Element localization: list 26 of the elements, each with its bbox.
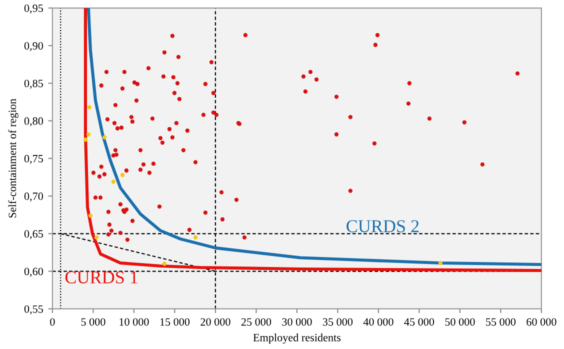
y-tick-label: 0,65 (24, 230, 43, 240)
y-tick-label: 0,95 (24, 4, 43, 14)
x-tick-label: 15 000 (160, 318, 190, 326)
x-tick-label: 20 000 (200, 318, 230, 326)
x-tick-label: 55 000 (486, 318, 516, 326)
x-tick-label: 35 000 (322, 318, 353, 326)
y-tick-label: 0,55 (24, 305, 43, 314)
x-tick-label: 45 000 (404, 318, 434, 326)
x-tick-label: 10 000 (120, 318, 149, 326)
series-label: CURDS 1 (65, 271, 138, 284)
x-tick-label: 5 000 (81, 318, 106, 326)
x-tick-label: 30 000 (282, 318, 312, 326)
x-axis-title: Employed residents (253, 334, 341, 344)
y-tick-label: 0,80 (24, 117, 43, 126)
x-tick-label: 60 000 (526, 318, 556, 326)
x-tick-label: 0 (50, 318, 55, 326)
series-label: CURDS 2 (346, 220, 419, 232)
y-tick-label: 0,90 (24, 42, 43, 52)
y-tick-label: 0,75 (24, 154, 43, 164)
y-tick-label: 0,60 (24, 268, 43, 277)
y-tick-label: 0,85 (24, 80, 43, 89)
x-tick-label: 25 000 (241, 318, 272, 326)
x-tick-label: 50 000 (445, 318, 475, 326)
y-tick-label: 0,70 (24, 192, 43, 202)
y-axis-title: Self-containment of region (8, 98, 18, 218)
x-tick-label: 40 000 (363, 318, 394, 326)
